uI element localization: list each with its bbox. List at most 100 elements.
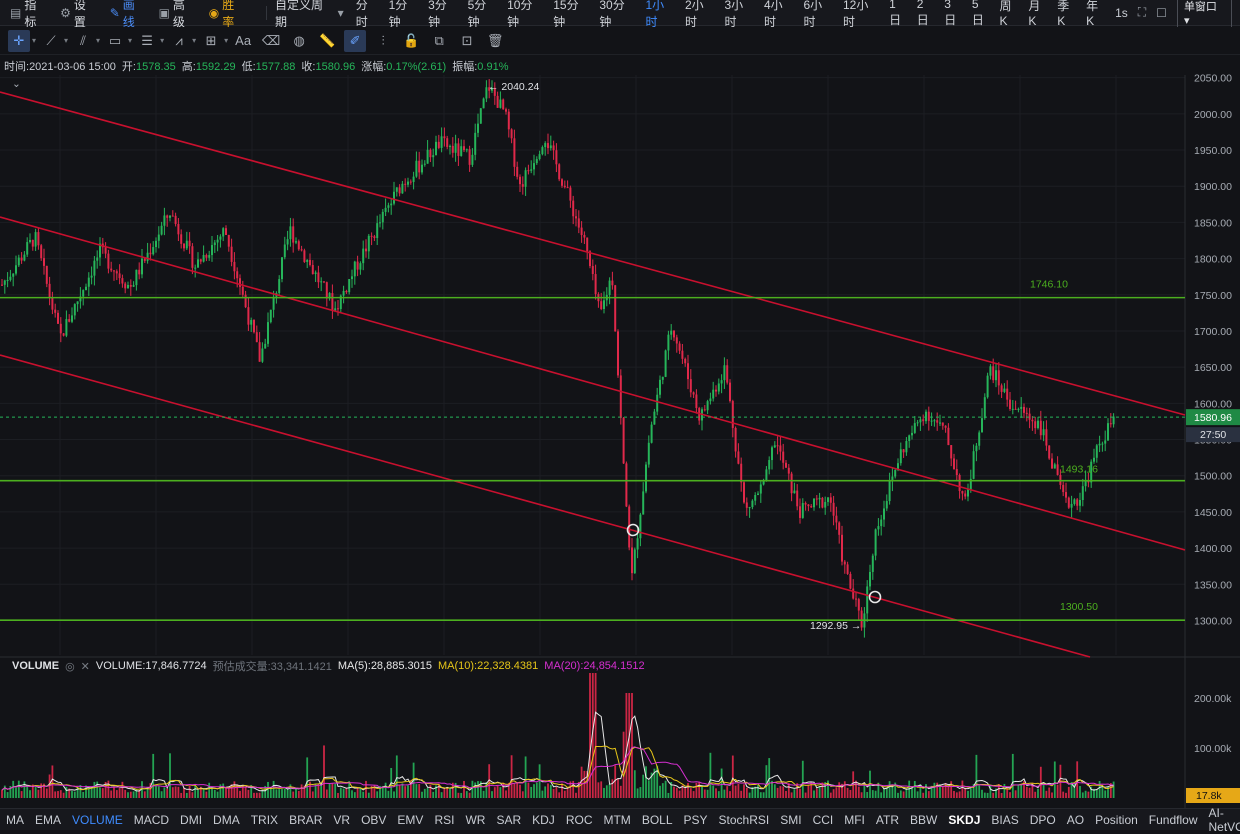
indicator-tab-emv[interactable]: EMV [397, 813, 423, 827]
indicator-tab-mtm[interactable]: MTM [603, 813, 630, 827]
chevron-down-icon[interactable]: ▾ [192, 36, 196, 45]
indicator-tab-volume[interactable]: VOLUME [72, 813, 123, 827]
screenshot-icon[interactable]: ⊡ [456, 30, 478, 52]
indicator-tab-psy[interactable]: PSY [684, 813, 708, 827]
period-19[interactable]: 季K [1057, 0, 1077, 28]
wave-icon[interactable]: ⩘ [168, 30, 190, 52]
lock-icon[interactable]: 🔓 [400, 30, 422, 52]
rectangle-icon[interactable]: ▭ [104, 30, 126, 52]
chevron-down-icon[interactable]: ▾ [32, 36, 36, 45]
candle-body [1054, 464, 1056, 468]
period-13[interactable]: 1日 [889, 0, 908, 28]
top-item-1[interactable]: ⚙设置 [60, 0, 98, 30]
eraser-icon[interactable]: ⌫ [260, 30, 282, 52]
indicator-tab-position[interactable]: Position [1095, 813, 1138, 827]
indicator-tab-rsi[interactable]: RSI [434, 813, 454, 827]
indicator-tab-ao[interactable]: AO [1067, 813, 1084, 827]
custom-period-dropdown[interactable]: 自定义周期 ▾ [275, 0, 344, 30]
indicator-tab-dma[interactable]: DMA [213, 813, 240, 827]
volume-bar [514, 784, 516, 798]
measure-icon[interactable]: ◍ [288, 30, 310, 52]
grid-icon[interactable]: ⊞ [200, 30, 222, 52]
indicator-tab-roc[interactable]: ROC [566, 813, 593, 827]
indicator-tab-brar[interactable]: BRAR [289, 813, 322, 827]
candle-body [306, 260, 308, 262]
top-item-0[interactable]: ▤指标 [10, 0, 48, 30]
indicator-tab-bias[interactable]: BIAS [991, 813, 1018, 827]
period-3[interactable]: 5分钟 [468, 0, 499, 30]
period-5[interactable]: 15分钟 [553, 0, 590, 30]
checkbox-icon[interactable]: ☐ [1156, 6, 1167, 20]
period-4[interactable]: 10分钟 [507, 0, 544, 30]
trash-icon[interactable]: 🗑 [484, 30, 506, 52]
brush-icon[interactable]: ✐ [344, 30, 366, 52]
period-11[interactable]: 6小时 [804, 0, 835, 30]
period-0[interactable]: 分时 [356, 0, 380, 30]
trend-line-icon[interactable]: ⟋ [40, 30, 62, 52]
period-6[interactable]: 30分钟 [599, 0, 636, 30]
indicator-tab-dmi[interactable]: DMI [180, 813, 202, 827]
indicator-tab-atr[interactable]: ATR [876, 813, 899, 827]
indicator-tab-bbw[interactable]: BBW [910, 813, 937, 827]
indicator-tab-ai-netvol[interactable]: AI-NetVOL [1209, 806, 1240, 834]
indicator-tab-cci[interactable]: CCI [813, 813, 834, 827]
top-item-2[interactable]: ✎画线 [110, 0, 147, 30]
period-16[interactable]: 5日 [972, 0, 991, 28]
indicator-tab-dpo[interactable]: DPO [1030, 813, 1056, 827]
indicator-tab-stochrsi[interactable]: StochRSI [719, 813, 770, 827]
period-14[interactable]: 2日 [917, 0, 936, 28]
multi-line-icon[interactable]: ⫽ [72, 30, 94, 52]
fullscreen-icon[interactable]: ⛶ [1138, 5, 1146, 20]
ruler-icon[interactable]: 📏 [316, 30, 338, 52]
top-item-3[interactable]: ▣高级 [159, 0, 197, 30]
indicator-tab-trix[interactable]: TRIX [251, 813, 278, 827]
price-chart[interactable]: 2050.002000.001950.001900.001850.001800.… [0, 58, 1240, 808]
indicator-tab-obv[interactable]: OBV [361, 813, 386, 827]
indicator-tab-wr[interactable]: WR [465, 813, 485, 827]
indicator-tab-vr[interactable]: VR [333, 813, 350, 827]
volume-bar [38, 790, 40, 798]
indicator-tab-smi[interactable]: SMI [780, 813, 801, 827]
indicator-tab-sar[interactable]: SAR [496, 813, 521, 827]
period-18[interactable]: 月K [1028, 0, 1048, 28]
chevron-down-icon[interactable]: ▾ [96, 36, 100, 45]
channel-icon[interactable]: ⫶ [372, 30, 394, 52]
volume-bar [950, 781, 952, 798]
volume-bar [458, 793, 460, 798]
indicator-tab-mfi[interactable]: MFI [844, 813, 865, 827]
close-icon[interactable]: ✕ [81, 660, 90, 673]
chevron-down-icon[interactable]: ▾ [224, 36, 228, 45]
period-20[interactable]: 年K [1086, 0, 1106, 28]
volume-bar [875, 791, 877, 798]
chevron-down-icon[interactable]: ▾ [64, 36, 68, 45]
indicator-tab-kdj[interactable]: KDJ [532, 813, 555, 827]
copy-icon[interactable]: ⧉ [428, 30, 450, 52]
period-10[interactable]: 4小时 [764, 0, 795, 30]
crosshair-icon[interactable]: ✛ [8, 30, 30, 52]
volume-tick-label: 100.00k [1194, 743, 1232, 755]
indicator-tab-ema[interactable]: EMA [35, 813, 61, 827]
text-icon[interactable]: Aa [232, 30, 254, 52]
indicator-tab-boll[interactable]: BOLL [642, 813, 673, 827]
top-item-4[interactable]: ◉胜率 [209, 0, 246, 30]
candle-body [1043, 429, 1045, 435]
chevron-down-icon[interactable]: ▾ [128, 36, 132, 45]
period-8[interactable]: 2小时 [685, 0, 716, 30]
period-17[interactable]: 周K [999, 0, 1019, 28]
indicator-tab-fundflow[interactable]: Fundflow [1149, 813, 1198, 827]
eye-icon[interactable]: ◎ [65, 660, 75, 673]
chevron-down-icon[interactable]: ▾ [160, 36, 164, 45]
indicator-tab-ma[interactable]: MA [6, 813, 24, 827]
refresh-interval[interactable]: 1s [1115, 6, 1128, 20]
period-2[interactable]: 3分钟 [428, 0, 459, 30]
indicator-tab-skdj[interactable]: SKDJ [948, 813, 980, 827]
indicator-tab-macd[interactable]: MACD [134, 813, 169, 827]
period-12[interactable]: 12小时 [843, 0, 880, 30]
period-7[interactable]: 1小时 [646, 0, 677, 30]
period-1[interactable]: 1分钟 [389, 0, 420, 30]
period-15[interactable]: 3日 [944, 0, 963, 28]
window-mode-button[interactable]: 单窗口 ▾ [1177, 0, 1232, 29]
volume-estimate: 预估成交量:33,341.1421 [213, 658, 332, 674]
period-9[interactable]: 3小时 [725, 0, 756, 30]
horizontal-lines-icon[interactable]: ☰ [136, 30, 158, 52]
